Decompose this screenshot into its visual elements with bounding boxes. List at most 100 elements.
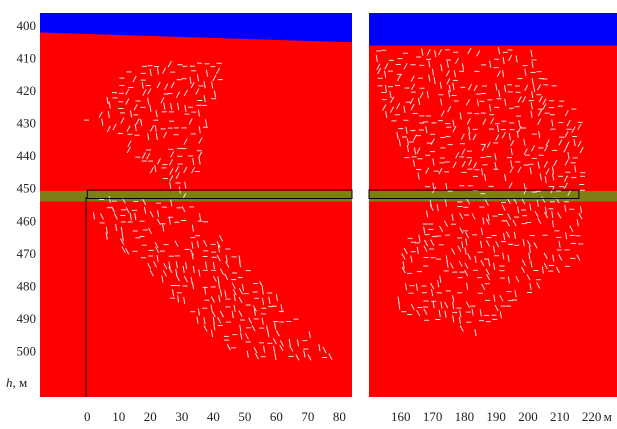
fracture-mark [162,131,168,139]
y-tick-label: 430 [17,116,37,131]
fracture-mark [542,103,547,110]
fracture-mark [444,301,449,309]
x-tick-label: 220 [582,409,602,424]
fracture-mark [439,275,442,283]
fracture-mark [498,90,501,98]
fracture-mark [534,210,539,218]
fracture-mark [531,78,534,86]
fracture-mark [436,204,439,212]
fracture-mark [149,211,154,218]
fracture-mark [390,96,395,103]
fracture-mark [167,60,172,68]
fracture-mark [142,89,147,96]
fracture-mark [126,146,131,154]
fracture-mark [125,248,130,255]
fracture-mark [170,102,173,110]
fracture-mark [203,240,208,247]
fracture-mark [384,85,387,93]
fracture-mark [488,259,491,267]
fracture-mark [129,213,132,221]
fracture-mark [149,269,154,277]
fracture-mark [211,310,216,318]
fracture-mark [169,168,174,175]
fracture-mark [508,133,511,141]
fracture-mark [517,166,522,174]
fracture-mark [564,204,567,212]
fracture-mark [461,63,465,71]
fracture-mark [458,260,463,268]
fracture-mark [531,90,534,99]
fracture-mark [177,102,180,110]
fracture-mark [307,354,312,361]
fracture-mark [432,158,435,166]
fracture-mark [101,118,104,126]
fracture-mark [155,110,158,118]
fracture-mark [564,159,569,166]
fracture-mark [545,139,550,146]
fracture-mark [565,232,568,240]
fracture-mark [537,83,542,91]
y-tick-label: 460 [17,213,37,228]
fracture-mark [573,139,576,147]
fracture-mark [464,247,467,255]
y-tick-label: 480 [17,278,37,293]
fracture-mark [204,287,207,295]
fracture-mark [410,303,415,311]
fracture-mark [416,309,421,317]
fracture-mark [219,289,223,297]
fracture-mark [465,301,470,308]
fracture-mark [416,246,419,254]
fracture-mark [146,152,151,160]
left-rock-background [40,13,352,397]
fracture-mark [440,301,443,309]
fracture-mark [385,110,388,119]
left-x-axis: 0 10 20 30 40 50 60 70 80 [84,409,346,424]
fracture-mark [417,172,420,180]
fracture-mark [452,82,455,91]
fracture-mark [564,109,569,117]
fracture-mark [459,212,464,220]
fracture-mark [576,219,579,227]
fracture-mark [451,213,454,221]
fracture-mark [437,280,440,288]
fracture-mark [213,90,217,98]
fracture-mark [254,352,259,360]
fracture-mark [175,274,180,282]
fracture-mark [472,133,477,141]
fracture-mark [303,350,306,358]
fracture-mark [468,159,473,166]
fracture-mark [182,266,185,274]
fracture-mark [552,173,555,181]
y-tick-label: 490 [17,311,37,326]
fracture-mark [521,198,526,205]
fracture-mark [466,198,471,205]
fracture-mark [538,95,543,103]
fracture-mark [563,182,568,190]
fracture-mark [510,160,513,168]
fracture-mark [402,261,405,269]
y-axis: 400 410 420 430 440 450 460 470 480 490 500 [17,18,37,358]
fracture-mark [529,283,532,291]
fracture-mark [134,213,137,221]
fracture-mark [410,255,413,263]
fracture-mark [419,91,424,99]
fracture-mark [156,81,161,89]
fracture-mark [318,344,321,352]
fracture-mark [445,182,448,191]
fracture-mark [497,47,501,55]
fracture-mark [183,275,188,283]
fracture-mark [191,224,194,232]
fracture-mark [106,96,109,105]
right-panel [368,13,617,397]
fracture-mark [508,54,513,62]
fracture-mark [389,91,392,99]
fracture-mark [533,242,538,249]
fracture-mark [439,81,442,89]
fracture-mark [203,81,206,89]
fracture-mark [461,148,466,155]
fracture-mark [510,139,515,147]
fracture-mark [555,266,560,274]
fracture-mark [328,353,333,360]
fracture-mark [183,296,186,304]
